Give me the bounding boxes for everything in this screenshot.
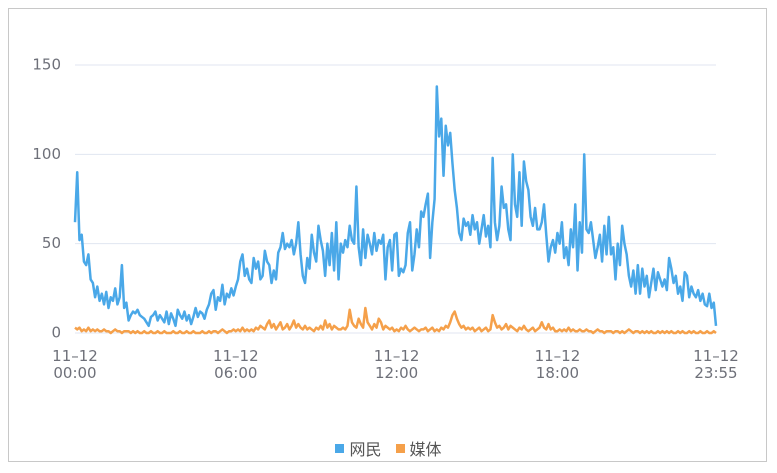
chart-frame: [8, 8, 767, 462]
x-tick-label: 11–12 00:00: [52, 347, 98, 382]
series-line: [74, 306, 717, 335]
legend-label: 媒体: [409, 440, 442, 459]
x-tick-label: 11–12 23:55: [693, 347, 739, 382]
y-tick-label: 50: [42, 234, 61, 252]
legend-item[interactable]: 网民: [335, 436, 382, 460]
x-tick-label: 11–12 18:00: [534, 347, 581, 382]
x-tick-label: 11–12 06:00: [212, 347, 259, 382]
y-tick-label: 0: [51, 324, 61, 342]
legend-item[interactable]: 媒体: [395, 436, 442, 460]
legend: 网民 媒体: [0, 436, 777, 460]
legend-label: 网民: [349, 440, 382, 459]
y-tick-label: 100: [32, 145, 61, 163]
series-line: [73, 85, 718, 328]
legend-swatch: [395, 443, 405, 453]
y-tick-label: 150: [32, 56, 61, 74]
legend-swatch: [335, 443, 345, 453]
x-tick-label: 11–12 12:00: [373, 347, 420, 382]
